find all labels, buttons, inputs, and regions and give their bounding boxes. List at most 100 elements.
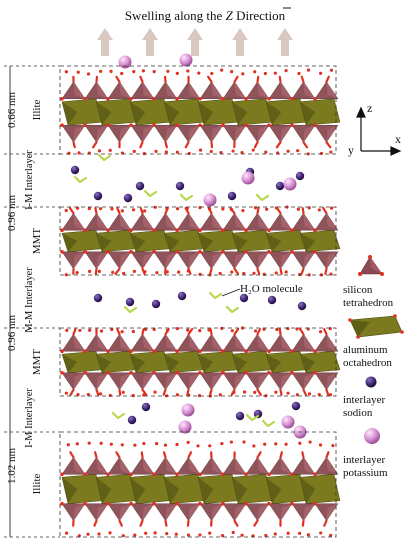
oxygen-atom [241, 209, 245, 213]
oxygen-atom [263, 71, 267, 76]
sodium-ion [239, 293, 249, 303]
oxygen-bond [93, 519, 98, 527]
interlayer-ions [70, 53, 307, 439]
tetrahedron-face [142, 251, 154, 269]
oxygen-atom [60, 472, 64, 477]
water-callout: H₂O molecule [221, 283, 303, 297]
potassium-ion [283, 177, 297, 191]
oxygen-atom [152, 472, 156, 477]
oxygen-atom [313, 123, 317, 127]
oxygen-atom [143, 270, 147, 274]
oxygen-bond [253, 141, 259, 149]
oxygen-bond [325, 75, 330, 83]
oxygen-atom [86, 532, 90, 536]
sodium-ion [291, 401, 301, 411]
oxygen-bond [302, 388, 307, 396]
oxygen-atom [198, 501, 202, 506]
tetrahedron-face [188, 213, 200, 231]
water-molecules [73, 153, 276, 428]
oxygen-atom [77, 151, 81, 155]
oxygen-atom [253, 206, 258, 210]
oxygen-atom [244, 472, 248, 477]
tetrahedron-face [188, 125, 200, 143]
oxygen-atom [296, 207, 300, 211]
oxygen-atom [229, 208, 234, 212]
oxygen-atom [218, 393, 222, 397]
oxygen-bond [184, 141, 190, 149]
oxygen-atom [196, 444, 200, 448]
oxygen-atom [221, 472, 225, 477]
oxygen-atom [97, 149, 102, 153]
octahedron-face [130, 101, 146, 126]
oxygen-atom [132, 70, 136, 74]
oxygen-atom [295, 393, 299, 397]
oxygen-atom [153, 390, 157, 394]
tetrahedron-face [165, 213, 177, 231]
octahedron-face [96, 101, 112, 126]
tetrahedron-face [211, 81, 223, 99]
octahedron-face [198, 477, 214, 504]
oxygen-atom [207, 328, 211, 332]
oxygen-bond [139, 141, 144, 149]
thickness-label-0: 0.66 nm [6, 92, 18, 129]
oxygen-atom [187, 151, 191, 156]
water-bond [245, 413, 260, 422]
tetrahedron-face [165, 334, 177, 352]
oxygen-bond [301, 207, 305, 215]
sodium-ion [177, 291, 187, 301]
oxygen-atom [313, 349, 317, 354]
tetrahedron-face [234, 457, 246, 475]
oxygen-atom [240, 533, 244, 537]
oxygen-atom [163, 443, 168, 447]
oxygen-atom [153, 205, 157, 209]
octahedron-face [198, 233, 214, 252]
oxygen-atom [230, 270, 234, 274]
oxygen-atom [262, 327, 266, 331]
tetrahedron-face [326, 334, 338, 352]
oxygen-atom [253, 390, 257, 394]
oxygen-bond [139, 207, 144, 215]
oxygen-atom [83, 501, 87, 506]
octahedron-face [198, 354, 214, 373]
oxygen-atom [242, 440, 246, 444]
swelling-arrow-2 [187, 28, 203, 56]
oxygen-atom [129, 472, 133, 477]
oxygen-atom [99, 69, 103, 73]
oxygen-bond [256, 207, 260, 215]
tetrahedron-face [211, 213, 223, 231]
oxygen-bond [141, 328, 145, 336]
oxygen-atom [329, 272, 333, 276]
oxygen-atom [98, 207, 103, 211]
sodium-ion-icon [365, 376, 377, 388]
oxygen-bond [164, 519, 168, 527]
tetrahedron-face [142, 503, 154, 521]
octahedron-face [266, 477, 282, 504]
potassium-ion-icon [364, 428, 380, 444]
octahedron-face [300, 233, 316, 252]
oxygen-atom [155, 442, 159, 446]
oxygen-atom [141, 69, 146, 73]
octahedron-face [232, 233, 248, 252]
octahedron-face [232, 354, 248, 373]
oxygen-atom [165, 270, 169, 274]
oxygen-atom [121, 390, 125, 394]
octahedron-face [266, 233, 282, 252]
oxygen-atom [97, 532, 101, 536]
tetrahedron-face [165, 251, 177, 269]
aluminum-octahedron-icon [348, 314, 404, 339]
oxygen-bond [233, 267, 240, 275]
oxygen-atom [77, 534, 81, 538]
oxygen-atom [331, 443, 335, 448]
oxygen-atom [198, 228, 202, 232]
oxygen-bond [94, 207, 98, 215]
oxygen-atom [267, 228, 271, 232]
oxygen-atom [129, 349, 133, 354]
oxygen-bond [279, 388, 283, 396]
oxygen-bond [233, 328, 240, 336]
oxygen-atom [208, 531, 212, 535]
oxygen-atom [87, 206, 91, 211]
oxygen-atom [290, 228, 294, 232]
layer-label-mm: M-M Interlayer [24, 267, 35, 333]
oxygen-atom [76, 393, 80, 397]
oxygen-atom [198, 371, 202, 375]
